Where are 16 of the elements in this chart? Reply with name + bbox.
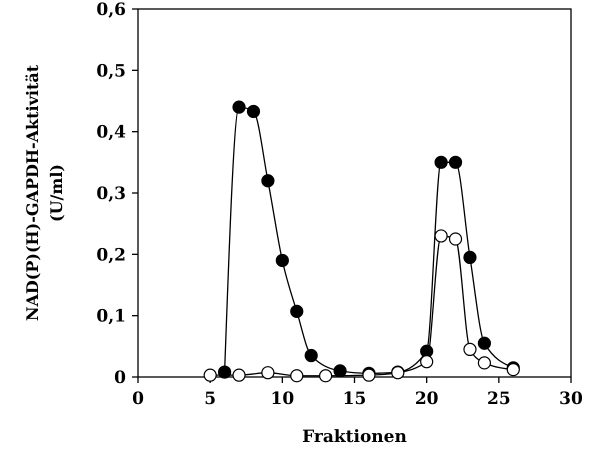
x-axis-title: Fraktionen (302, 427, 407, 447)
x-tick-label: 20 (414, 389, 439, 409)
y-tick-label: 0,3 (96, 184, 126, 204)
x-tick-label: 0 (132, 389, 144, 409)
y-tick-label: 0,2 (96, 245, 126, 266)
x-tick-label: 10 (270, 389, 294, 409)
x-tick-label: 15 (342, 389, 366, 409)
y-tick-label: 0,1 (96, 306, 126, 327)
y-axis-title: NAD(P)(H)-GAPDH-Aktivität (U/ml) (23, 64, 66, 322)
x-tick-label: 5 (204, 389, 216, 409)
y-tick-label: 0,6 (96, 0, 126, 20)
y-tick-label: 0 (114, 368, 126, 388)
y-tick-label: 0,5 (96, 61, 126, 82)
x-tick-label: 30 (559, 389, 583, 409)
x-tick-label: 25 (486, 389, 511, 409)
y-tick-label: 0,4 (96, 122, 126, 143)
